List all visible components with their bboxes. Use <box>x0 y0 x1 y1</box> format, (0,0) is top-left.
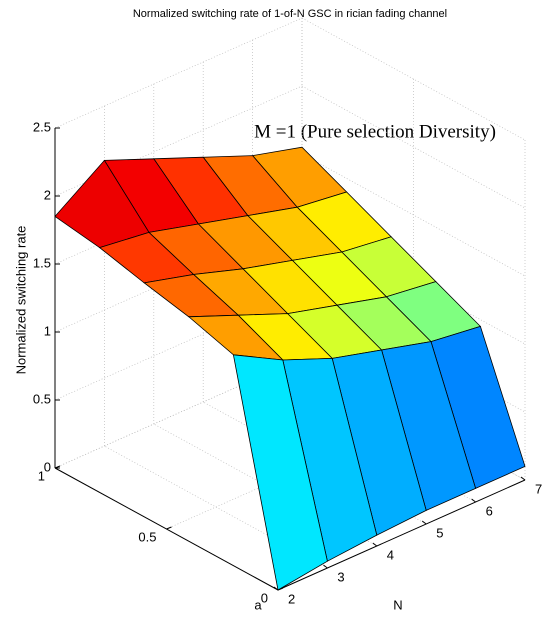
tick <box>323 564 328 569</box>
chart-title: Normalized switching rate of 1-of-N GSC … <box>133 8 447 20</box>
z-tick-label: 1 <box>44 323 51 338</box>
z-tick-label: 0 <box>44 459 51 474</box>
y-tick-label: 6 <box>486 503 493 518</box>
tick <box>520 476 526 481</box>
y-tick-label: 5 <box>436 525 443 540</box>
axis-line <box>277 479 526 591</box>
tick <box>166 526 172 530</box>
y-axis-label: N <box>393 597 402 612</box>
grid-line <box>301 17 526 141</box>
tick <box>273 586 279 591</box>
y-tick-label: 3 <box>337 569 344 584</box>
x-axis-label: a <box>254 597 262 612</box>
y-tick-label: 2 <box>288 591 295 606</box>
x-tick-label: 1 <box>38 468 45 483</box>
x-tick-label: 0.5 <box>138 529 156 544</box>
z-tick-label: 2 <box>44 187 51 202</box>
grid-line <box>301 85 526 209</box>
tick <box>471 498 476 503</box>
tick <box>421 520 427 525</box>
y-tick-label: 7 <box>535 481 542 496</box>
grid-line <box>54 17 303 129</box>
z-tick-label: 0.5 <box>33 391 51 406</box>
surface-face <box>232 354 328 591</box>
x-tick-label: 0 <box>261 590 268 605</box>
annotation: M =1 (Pure selection Diversity) <box>254 121 496 142</box>
z-tick-label: 2.5 <box>33 119 51 134</box>
grid-line <box>301 153 526 277</box>
z-axis-label: Normalized switching rate <box>13 226 28 375</box>
y-tick-label: 4 <box>387 547 394 562</box>
z-tick-label: 1.5 <box>33 255 51 270</box>
tick <box>54 465 61 469</box>
tick <box>372 542 378 547</box>
